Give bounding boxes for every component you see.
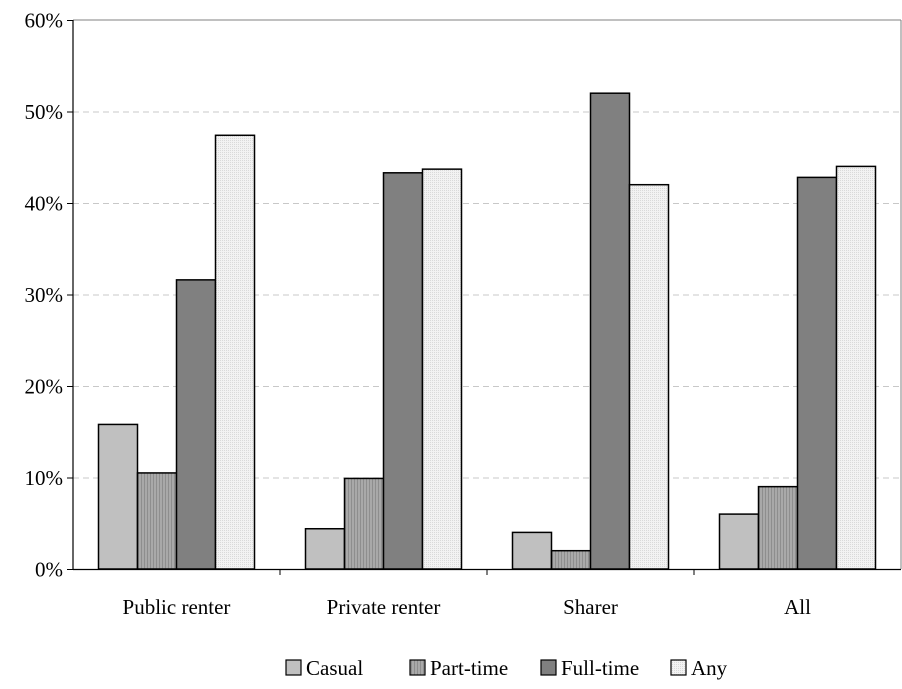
y-tick-label: 0%	[35, 558, 63, 582]
legend-swatch	[670, 659, 687, 676]
x-tick-label: Private renter	[327, 595, 441, 619]
bar-part-time-private-renter	[343, 477, 385, 570]
bar-any-public-renter	[214, 134, 256, 570]
bar-casual-public-renter	[97, 423, 139, 570]
y-tick-label: 20%	[25, 375, 64, 399]
legend-label: Casual	[306, 656, 363, 680]
bar-any-private-renter	[421, 168, 463, 570]
bar-casual-sharer	[511, 531, 553, 570]
x-tick-label: Public renter	[123, 595, 231, 619]
legend-swatch	[285, 659, 302, 676]
legend-label: Any	[691, 656, 728, 680]
bar-casual-all	[718, 513, 760, 570]
legend-label: Part-time	[430, 656, 508, 680]
axes	[67, 19, 902, 575]
tick-labels: 0% 10% 20% 30% 40% 50% 60% Public renter Private…	[25, 9, 812, 620]
y-tick-label: 10%	[25, 466, 64, 490]
y-tick-label: 50%	[25, 100, 64, 124]
bar-casual-private-renter	[304, 527, 346, 570]
x-tick-label: All	[784, 595, 811, 619]
gridlines	[73, 111, 901, 479]
legend-item-full-time: Full-time	[540, 656, 639, 680]
legend-item-any: Any	[670, 656, 728, 680]
legend-swatch	[540, 659, 557, 676]
y-tick-label: 30%	[25, 283, 64, 307]
legend: Casual Part-time Full-time Any	[285, 656, 728, 680]
bars	[97, 92, 877, 570]
legend-swatch	[409, 659, 426, 676]
legend-label: Full-time	[561, 656, 639, 680]
bar-part-time-public-renter	[136, 472, 178, 570]
bar-part-time-all	[757, 485, 799, 570]
x-tick-label: Sharer	[563, 595, 618, 619]
y-tick-label: 40%	[25, 192, 64, 216]
bar-part-time-sharer	[550, 549, 592, 570]
bar-any-sharer	[628, 183, 670, 570]
bar-full-time-public-renter	[175, 279, 217, 570]
bar-any-all	[835, 165, 877, 570]
bar-full-time-sharer	[589, 92, 631, 570]
bar-full-time-private-renter	[382, 172, 424, 570]
legend-item-casual: Casual	[285, 656, 363, 680]
bar-full-time-all	[796, 176, 838, 570]
y-tick-label: 60%	[25, 9, 64, 33]
legend-item-part-time: Part-time	[409, 656, 508, 680]
